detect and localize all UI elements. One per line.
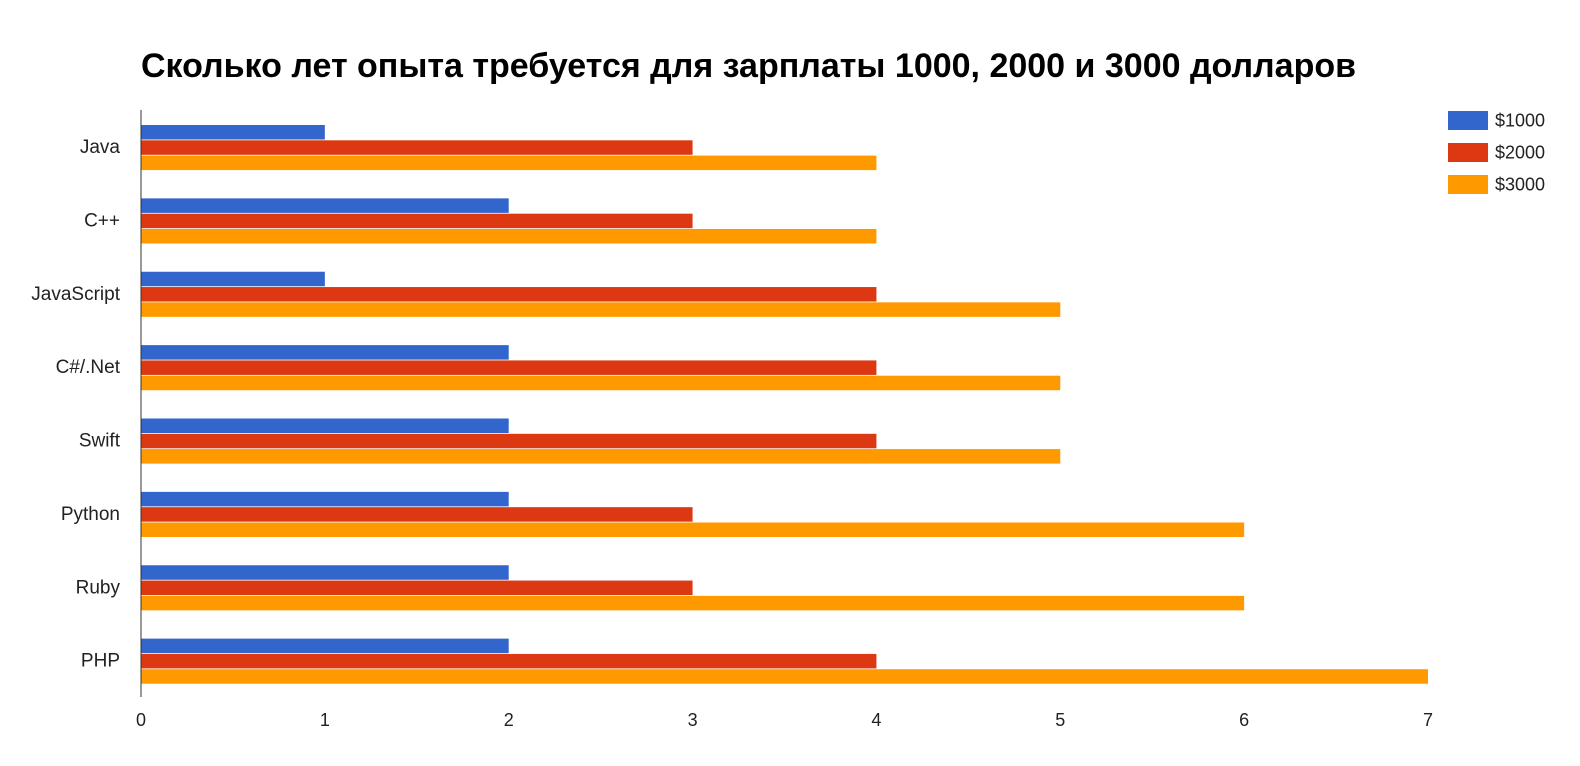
x-tick-label-0: 0 [136, 710, 146, 730]
bar-php-3000 [141, 669, 1428, 684]
bar-php-2000 [141, 653, 877, 669]
x-tick-label-1: 1 [320, 710, 330, 730]
bar-c-net-3000 [141, 375, 1061, 391]
x-tick-label-2: 2 [504, 710, 514, 730]
x-tick-label-7: 7 [1423, 710, 1433, 730]
x-tick-label-6: 6 [1239, 710, 1249, 730]
category-label-java: Java [80, 137, 121, 158]
category-label-python: Python [61, 504, 120, 525]
bar-c-net-1000 [141, 345, 509, 360]
bar-php-1000 [141, 638, 509, 654]
bar-c-1000 [141, 198, 509, 213]
category-labels: Java C++ JavaScript C#/.Net Swift Python Ruby P… [31, 137, 120, 672]
legend-label-2000[interactable]: $2000 [1495, 143, 1545, 163]
category-label-c: C++ [84, 210, 120, 231]
bar-swift-2000 [141, 433, 877, 449]
bars-layer [141, 125, 1428, 684]
legend-swatch-2000[interactable] [1448, 143, 1488, 162]
legend-swatch-3000[interactable] [1448, 175, 1488, 194]
bar-ruby-3000 [141, 595, 1245, 611]
bar-ruby-1000 [141, 565, 509, 580]
bar-javascript-3000 [141, 302, 1061, 317]
bar-python-3000 [141, 522, 1245, 537]
legend-label-3000[interactable]: $3000 [1495, 175, 1545, 195]
category-label-c-net: C#/.Net [56, 357, 121, 378]
bar-c-3000 [141, 228, 877, 244]
bar-java-2000 [141, 140, 693, 155]
bar-javascript-2000 [141, 287, 877, 302]
legend-label-1000[interactable]: $1000 [1495, 111, 1545, 131]
bar-java-3000 [141, 155, 877, 171]
bar-c-2000 [141, 213, 693, 229]
category-label-swift: Swift [79, 431, 121, 452]
bar-python-2000 [141, 507, 693, 522]
bar-swift-3000 [141, 449, 1061, 464]
legend[interactable]: $1000 $2000 $3000 [1448, 111, 1545, 195]
bar-swift-1000 [141, 418, 509, 433]
bar-c-net-2000 [141, 360, 877, 375]
category-label-php: PHP [81, 651, 120, 672]
category-label-javascript: JavaScript [31, 284, 120, 305]
x-axis-ticks: 0 1 2 3 4 5 6 7 [136, 710, 1433, 730]
x-tick-label-4: 4 [871, 710, 881, 730]
category-label-ruby: Ruby [76, 577, 121, 598]
x-tick-label-5: 5 [1055, 710, 1065, 730]
x-tick-label-3: 3 [688, 710, 698, 730]
legend-swatch-1000[interactable] [1448, 111, 1488, 130]
bar-python-1000 [141, 491, 509, 507]
bar-java-1000 [141, 125, 325, 140]
chart-title: Сколько лет опыта требуется для зарплаты… [141, 47, 1356, 85]
bar-javascript-1000 [141, 271, 325, 287]
bar-ruby-2000 [141, 580, 693, 596]
